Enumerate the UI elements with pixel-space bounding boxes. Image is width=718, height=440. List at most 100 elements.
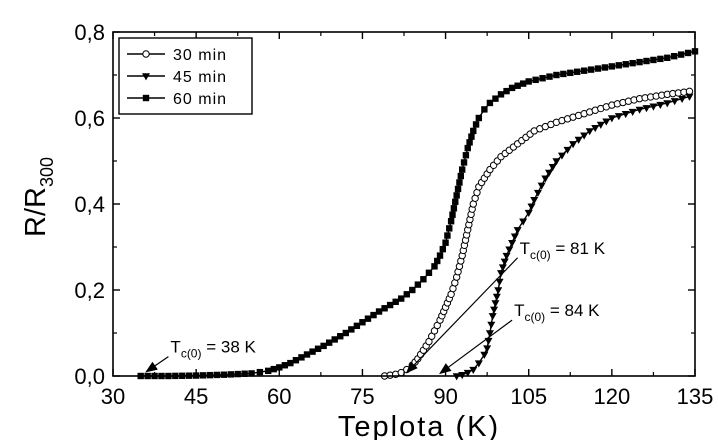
- data-point: [206, 371, 214, 379]
- data-point: [468, 133, 475, 140]
- data-point: [500, 258, 509, 266]
- data-point: [292, 357, 300, 364]
- data-point: [594, 65, 602, 72]
- data-point: [525, 78, 532, 85]
- y-axis-label-sub: 300: [37, 157, 57, 187]
- data-point: [359, 319, 366, 326]
- data-point: [677, 51, 685, 58]
- data-point: [622, 61, 629, 68]
- data-point: [470, 127, 477, 135]
- data-point: [596, 121, 605, 129]
- x-tick-label: 135: [677, 384, 714, 409]
- data-point: [265, 367, 272, 375]
- annotation-arrow: [405, 257, 519, 374]
- data-point: [447, 218, 455, 225]
- data-point: [466, 139, 473, 146]
- data-point: [657, 55, 664, 63]
- data-point: [220, 371, 228, 378]
- legend-label: 60 min: [173, 91, 227, 108]
- legend: 30 min 45 min 60 min: [118, 37, 253, 115]
- plot-marks: [137, 48, 699, 381]
- data-point: [303, 351, 311, 358]
- data-point: [446, 225, 453, 232]
- data-point: [492, 293, 501, 301]
- legend-marker: [142, 94, 150, 102]
- legend-entry: 60 min: [127, 91, 227, 108]
- data-point: [607, 115, 616, 123]
- legend-marker: [142, 50, 150, 58]
- data-point: [650, 56, 657, 64]
- annotation-arrow: [439, 319, 513, 375]
- data-point: [456, 179, 463, 186]
- data-point: [331, 336, 338, 343]
- data-point: [452, 373, 461, 381]
- data-point: [460, 159, 468, 166]
- y-tick-label: 0,6: [74, 106, 105, 131]
- data-point: [602, 118, 611, 126]
- data-point: [487, 321, 496, 329]
- data-point: [409, 286, 416, 294]
- data-point: [485, 330, 494, 338]
- data-point: [495, 278, 504, 286]
- y-axis-label: R/R300: [20, 157, 57, 237]
- data-point: [403, 291, 410, 298]
- data-point: [656, 101, 665, 109]
- data-point: [398, 295, 405, 302]
- annotation-text: Tc(0) = 84 K: [514, 301, 600, 324]
- data-point: [314, 345, 322, 352]
- data-point: [649, 103, 658, 111]
- data-point: [270, 365, 277, 373]
- axes: 30 45 60 75 90 105 120 135 0,0 0,2 0,4 0,6 0,8: [74, 20, 713, 409]
- data-point: [608, 63, 616, 70]
- annotation-tc84: Tc(0) = 84 K: [439, 301, 600, 375]
- x-axis-label: Teplota (K): [338, 411, 500, 440]
- data-point: [381, 305, 388, 312]
- annotation-text: Tc(0) = 81 K: [520, 239, 606, 262]
- data-point: [574, 136, 583, 144]
- data-point: [472, 121, 480, 128]
- legend-entry: 45 min: [127, 69, 227, 86]
- data-point: [541, 175, 550, 183]
- data-point: [475, 114, 483, 122]
- data-point: [678, 95, 687, 104]
- data-point: [462, 152, 470, 159]
- data-point: [553, 71, 560, 79]
- data-point: [591, 124, 600, 133]
- data-point: [545, 169, 554, 177]
- data-point: [353, 322, 361, 330]
- data-point: [414, 281, 422, 288]
- data-point: [585, 128, 594, 136]
- data-point: [453, 192, 460, 199]
- data-point: [614, 113, 623, 121]
- data-point: [491, 300, 500, 308]
- x-tick-label: 30: [101, 384, 125, 409]
- data-point: [567, 69, 574, 77]
- data-point: [663, 100, 672, 108]
- data-point: [248, 370, 255, 377]
- data-point: [498, 264, 507, 272]
- data-point: [621, 111, 630, 119]
- y-tick-label: 0,0: [74, 364, 105, 389]
- legend-marker: [142, 73, 150, 81]
- data-point: [494, 287, 503, 295]
- data-point: [508, 240, 517, 248]
- data-point: [671, 52, 678, 60]
- data-point: [420, 276, 427, 283]
- data-point: [256, 368, 264, 376]
- data-point: [320, 342, 327, 350]
- data-point: [628, 108, 637, 116]
- data-point: [503, 87, 510, 95]
- data-point: [348, 326, 355, 333]
- data-point: [444, 232, 451, 239]
- data-point: [442, 239, 449, 246]
- data-point: [514, 82, 521, 89]
- data-point: [560, 70, 567, 78]
- data-point: [664, 54, 671, 61]
- data-point: [436, 252, 444, 259]
- data-point: [563, 146, 572, 154]
- legend-label: 45 min: [173, 69, 227, 86]
- data-point: [425, 269, 433, 276]
- annotation-text: Tc(0) = 38 K: [170, 338, 256, 361]
- y-tick-label: 0,4: [74, 192, 105, 217]
